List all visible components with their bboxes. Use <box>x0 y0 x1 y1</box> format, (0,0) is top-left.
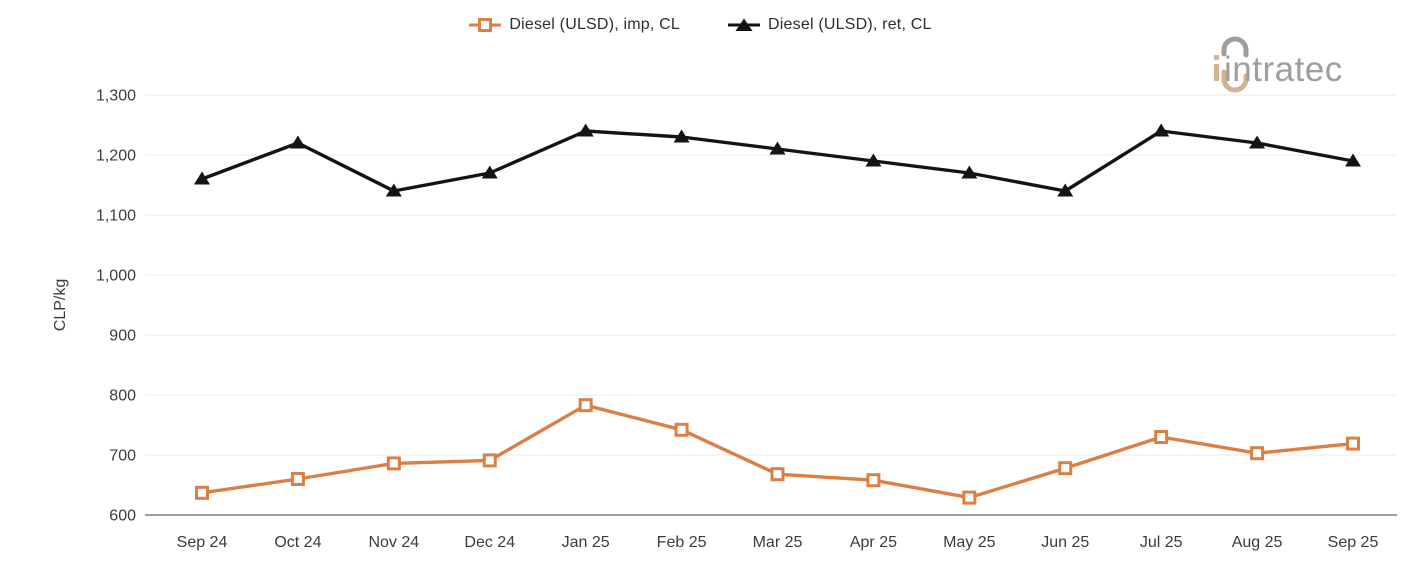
data-point-ret-Jun-25[interactable] <box>1057 183 1074 197</box>
data-point-imp-Feb-25[interactable] <box>674 422 689 437</box>
data-point-ret-Sep-25[interactable] <box>1345 153 1361 167</box>
x-tick-label: Apr 25 <box>850 534 897 551</box>
chart-legend: Diesel (ULSD), imp, CL Diesel (ULSD), re… <box>0 16 1401 34</box>
data-point-ret-Feb-25[interactable] <box>673 129 690 143</box>
data-point-ret-Oct-24[interactable] <box>289 135 306 149</box>
x-tick-label: May 25 <box>943 534 996 551</box>
data-point-ret-Jul-25[interactable] <box>1153 123 1170 137</box>
data-point-imp-Mar-25[interactable] <box>770 467 785 482</box>
legend-item-imp[interactable]: Diesel (ULSD), imp, CL <box>469 16 680 34</box>
data-point-ret-Apr-25[interactable] <box>865 153 882 167</box>
data-point-imp-Nov-24[interactable] <box>386 456 401 471</box>
y-tick-label: 1,100 <box>96 208 136 225</box>
y-tick-label: 700 <box>109 448 136 465</box>
data-point-imp-May-25[interactable] <box>962 490 977 505</box>
x-tick-label: Oct 24 <box>274 534 321 551</box>
legend-marker-ret-icon <box>728 18 761 31</box>
data-point-ret-May-25[interactable] <box>961 165 978 179</box>
y-tick-label: 1,200 <box>96 148 136 165</box>
y-tick-label: 800 <box>109 388 136 405</box>
data-point-ret-Sep-24[interactable] <box>194 171 210 185</box>
data-point-ret-Dec-24[interactable] <box>481 165 498 179</box>
data-point-imp-Dec-24[interactable] <box>482 453 497 468</box>
y-axis-title: CLP/kg <box>52 279 69 331</box>
data-point-imp-Aug-25[interactable] <box>1250 446 1265 461</box>
x-tick-label: Mar 25 <box>753 534 803 551</box>
intratec-logo: intratec <box>1211 34 1371 101</box>
y-tick-label: 1,300 <box>96 88 136 105</box>
legend-label-imp: Diesel (ULSD), imp, CL <box>509 16 681 33</box>
x-tick-label: Feb 25 <box>657 534 707 551</box>
x-tick-label: Dec 24 <box>464 534 515 551</box>
data-point-imp-Jan-25[interactable] <box>578 398 593 413</box>
series-line-imp <box>200 403 1355 500</box>
data-point-imp-Oct-24[interactable] <box>290 472 305 486</box>
x-tick-label: Sep 25 <box>1328 534 1379 551</box>
data-point-imp-Jul-25[interactable] <box>1154 430 1169 444</box>
x-tick-label: Aug 25 <box>1232 534 1283 551</box>
legend-label-ret: Diesel (ULSD), ret, CL <box>768 16 932 33</box>
data-point-ret-Jan-25[interactable] <box>577 123 594 137</box>
y-tick-label: 1,000 <box>96 268 136 285</box>
x-tick-label: Jun 25 <box>1041 534 1089 551</box>
data-point-imp-Sep-25[interactable] <box>1346 436 1360 451</box>
data-point-ret-Nov-24[interactable] <box>385 183 402 197</box>
legend-marker-imp-icon <box>469 18 502 32</box>
y-tick-label: 600 <box>109 508 136 525</box>
intratec-logo-graphic: intratec <box>1214 36 1343 93</box>
data-point-ret-Aug-25[interactable] <box>1249 135 1266 149</box>
x-tick-label: Jul 25 <box>1140 534 1183 551</box>
x-tick-label: Sep 24 <box>177 534 228 551</box>
y-tick-label: 900 <box>109 328 136 345</box>
x-tick-label: Jan 25 <box>562 534 610 551</box>
data-point-imp-Sep-24[interactable] <box>195 485 209 500</box>
series-line-ret <box>200 129 1355 193</box>
data-point-imp-Jun-25[interactable] <box>1058 461 1073 476</box>
legend-item-ret[interactable]: Diesel (ULSD), ret, CL <box>728 16 932 34</box>
data-point-imp-Apr-25[interactable] <box>866 473 881 488</box>
intratec-logo-text: intratec <box>1224 50 1343 89</box>
data-point-ret-Mar-25[interactable] <box>769 141 786 155</box>
x-tick-label: Nov 24 <box>368 534 419 551</box>
